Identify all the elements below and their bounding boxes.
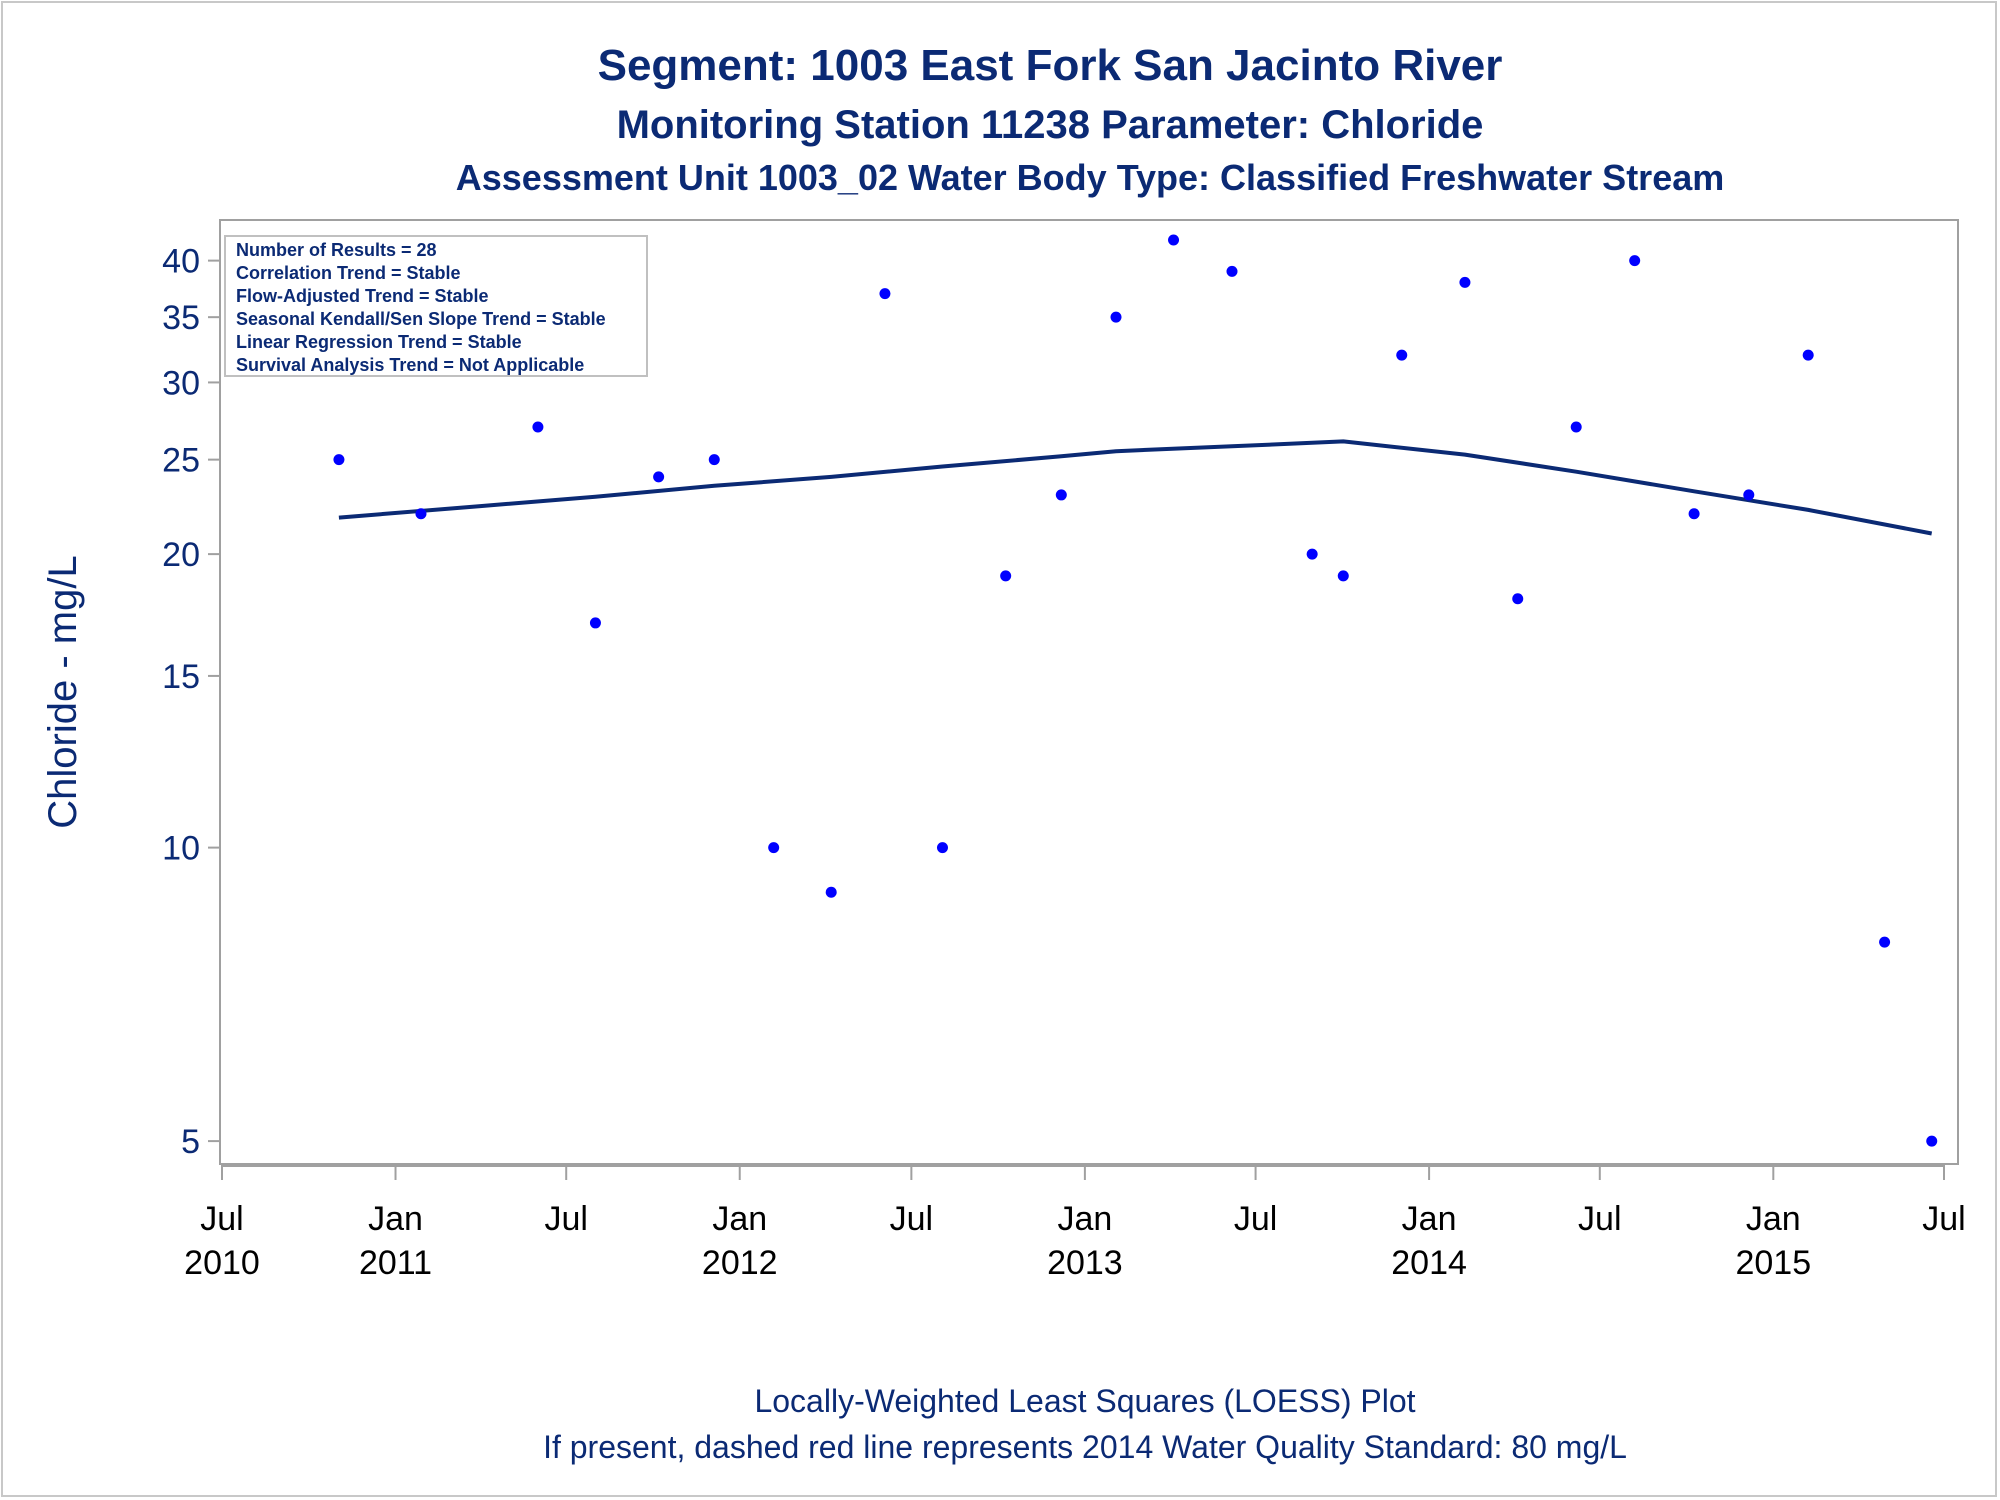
data-point — [1110, 311, 1122, 323]
chart-title: Segment: 1003 East Fork San Jacinto Rive… — [598, 41, 1503, 90]
x-tick-label: Jan — [1402, 1200, 1457, 1238]
info-box: Number of Results = 28 Correlation Trend… — [224, 235, 648, 377]
y-tick-label: 10 — [162, 830, 200, 868]
data-point — [708, 454, 720, 466]
x-tick-label: Jul — [544, 1200, 587, 1238]
x-tick-year-label: 2012 — [702, 1244, 778, 1282]
info-line-survival: Survival Analysis Trend = Not Applicable — [236, 355, 584, 375]
data-point — [768, 842, 780, 854]
x-tick-label: Jan — [712, 1200, 767, 1238]
x-tick-label: Jul — [200, 1200, 243, 1238]
data-point — [1306, 548, 1318, 560]
data-point — [1926, 1135, 1938, 1147]
data-point — [1168, 234, 1180, 246]
x-tick-year-label: 2010 — [184, 1244, 260, 1282]
x-tick-label: Jan — [1746, 1200, 1801, 1238]
x-tick-label: Jan — [368, 1200, 423, 1238]
y-axis: 5 10 15 20 25 30 35 40 — [162, 243, 220, 1161]
x-tick-label: Jul — [1234, 1200, 1277, 1238]
chart-subtitle: Monitoring Station 11238 Parameter: Chlo… — [617, 103, 1484, 147]
data-point — [1688, 508, 1700, 520]
y-axis-label: Chloride - mg/L — [41, 555, 85, 828]
data-point — [879, 288, 891, 300]
x-tick-year-label: 2013 — [1047, 1244, 1123, 1282]
data-point — [1055, 489, 1067, 501]
chart-subtitle-2: Assessment Unit 1003_02 Water Body Type:… — [456, 157, 1725, 198]
data-point — [1000, 570, 1012, 582]
y-tick-label: 30 — [162, 364, 200, 402]
data-point — [1629, 255, 1641, 267]
data-point — [1570, 421, 1582, 433]
data-point — [825, 886, 837, 898]
data-point — [1879, 936, 1891, 948]
y-tick-label: 20 — [162, 536, 200, 574]
data-point — [333, 454, 345, 466]
x-tick-label: Jul — [1578, 1200, 1621, 1238]
info-line-seasonal-kendall: Seasonal Kendall/Sen Slope Trend = Stabl… — [236, 309, 606, 329]
info-line-linear-regression: Linear Regression Trend = Stable — [236, 332, 522, 352]
footnote-1: Locally-Weighted Least Squares (LOESS) P… — [754, 1383, 1415, 1419]
data-point — [1226, 265, 1238, 277]
x-axis: Jul 2010 Jan 2011 Jul Jan 2012 Jul Jan 2013 Jul Jan… — [184, 1164, 1966, 1282]
data-point — [1396, 349, 1408, 361]
x-tick-label: Jul — [890, 1200, 933, 1238]
data-point — [653, 471, 665, 483]
footnote-2: If present, dashed red line represents 2… — [543, 1429, 1627, 1465]
data-point — [1802, 349, 1814, 361]
data-point — [1459, 276, 1471, 288]
info-box-border — [224, 235, 648, 377]
x-tick-year-label: 2014 — [1391, 1244, 1467, 1282]
data-point — [1337, 570, 1349, 582]
data-point — [532, 421, 544, 433]
loess-line — [338, 439, 1933, 536]
info-line-flow-adjusted: Flow-Adjusted Trend = Stable — [236, 286, 489, 306]
data-point — [1743, 489, 1755, 501]
data-point — [589, 617, 601, 629]
y-tick-label: 5 — [181, 1123, 200, 1161]
data-point — [1512, 593, 1524, 605]
y-tick-label: 40 — [162, 243, 200, 281]
x-tick-year-label: 2011 — [359, 1244, 432, 1282]
y-tick-label: 35 — [162, 299, 200, 337]
info-line-correlation: Correlation Trend = Stable — [236, 263, 461, 283]
data-point — [415, 508, 427, 520]
y-tick-label: 15 — [162, 658, 200, 696]
x-tick-year-label: 2015 — [1735, 1244, 1811, 1282]
data-point — [936, 842, 948, 854]
x-tick-label: Jan — [1057, 1200, 1112, 1238]
loess-layer — [338, 439, 1933, 536]
plot-area — [219, 219, 1959, 1165]
y-tick-label: 25 — [162, 442, 200, 480]
x-tick-label: Jul — [1922, 1200, 1965, 1238]
info-line-results: Number of Results = 28 — [236, 240, 437, 260]
